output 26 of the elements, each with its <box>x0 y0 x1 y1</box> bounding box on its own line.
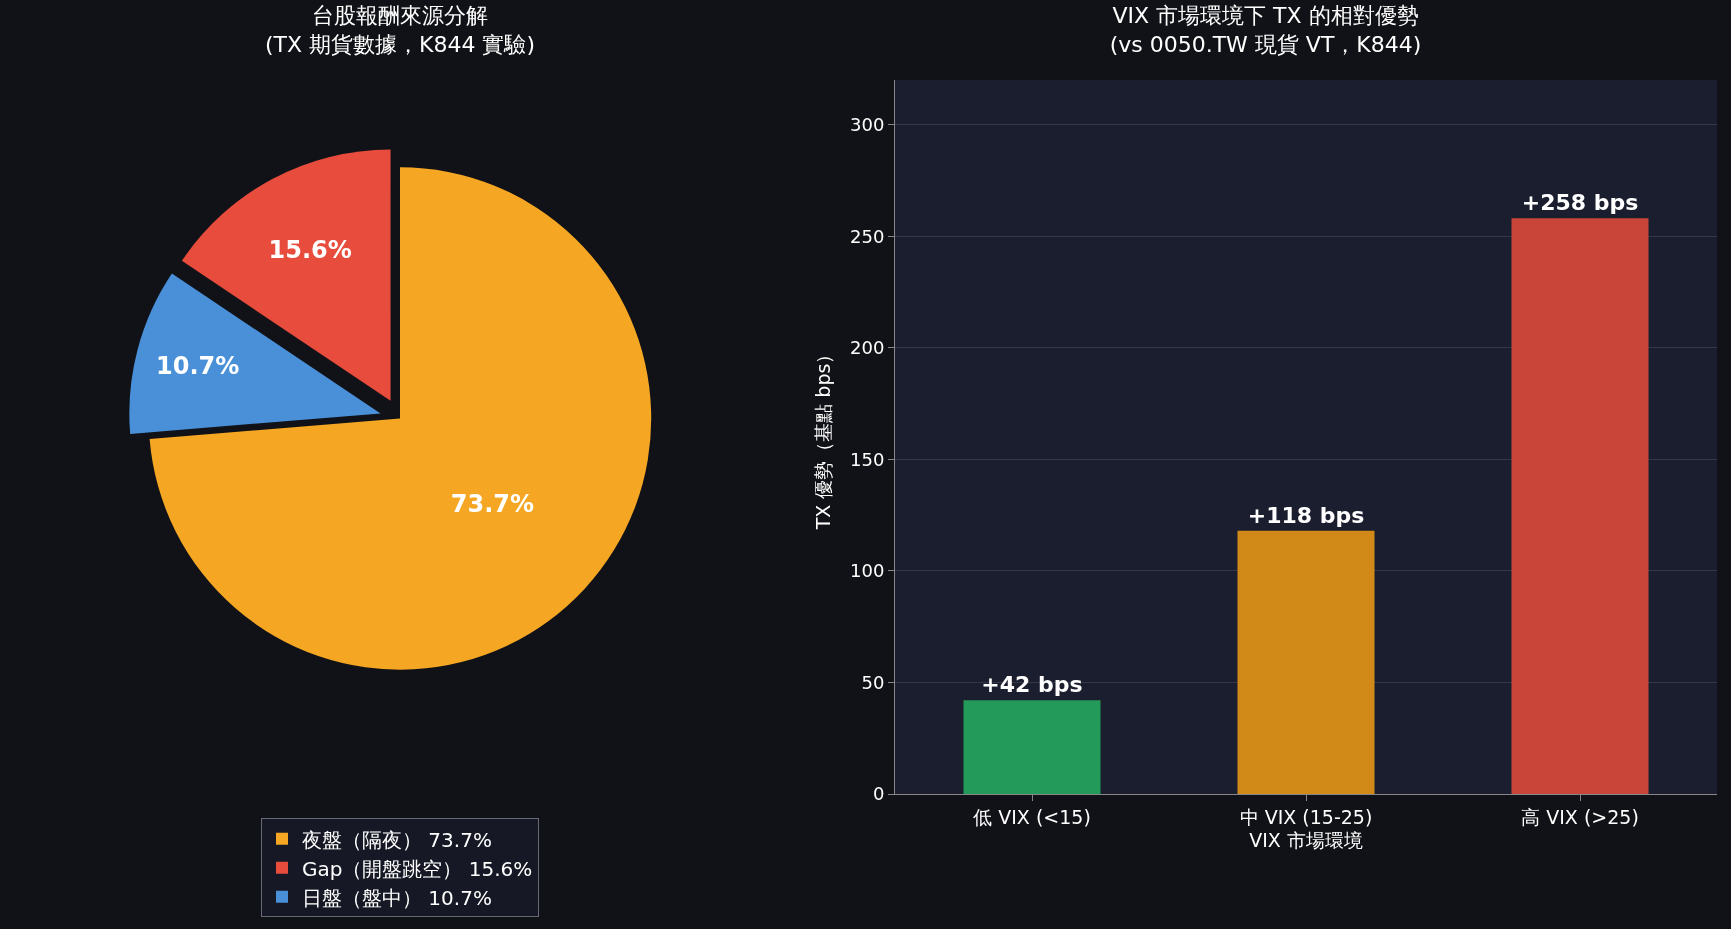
data-label: +42 bps <box>981 672 1083 698</box>
x-tick-label: 中 VIX (15-25) <box>1239 805 1373 828</box>
x-axis-title: VIX 市場環境 <box>1249 828 1363 851</box>
bar <box>1511 218 1649 794</box>
data-label: 73.7% <box>450 489 535 518</box>
data-label: +258 bps <box>1521 190 1639 216</box>
x-tick-label: 高 VIX (>25) <box>1521 805 1639 828</box>
y-tick-label: 100 <box>850 560 885 582</box>
y-axis-title: TX 優勢（基點 bps） <box>811 344 834 531</box>
y-tick-label: 150 <box>850 448 885 470</box>
data-label: +118 bps <box>1247 502 1365 528</box>
y-tick-label: 250 <box>850 225 885 247</box>
y-tick-label: 50 <box>861 671 885 693</box>
y-tick-label: 0 <box>872 783 885 805</box>
chart-title: VIX 市場環境下 TX 的相對優勢 (vs 0050.TW 現貨 VT，K844) <box>1109 3 1422 57</box>
legend-label: 日盤（盤中） 10.7% <box>302 885 492 910</box>
y-tick-label: 300 <box>850 113 885 135</box>
data-label: 10.7% <box>156 351 240 380</box>
bar <box>963 700 1101 794</box>
chart-title: 台股報酬來源分解 (TX 期貨數據，K844 實驗) <box>264 3 536 57</box>
legend-label: Gap（開盤跳空） 15.6% <box>302 856 533 881</box>
bar <box>1237 530 1375 794</box>
data-label: 15.6% <box>268 236 352 264</box>
legend-label: 夜盤（隔夜） 73.7% <box>302 827 492 852</box>
y-tick-label: 200 <box>850 337 885 359</box>
x-tick-label: 低 VIX (<15) <box>973 805 1091 828</box>
